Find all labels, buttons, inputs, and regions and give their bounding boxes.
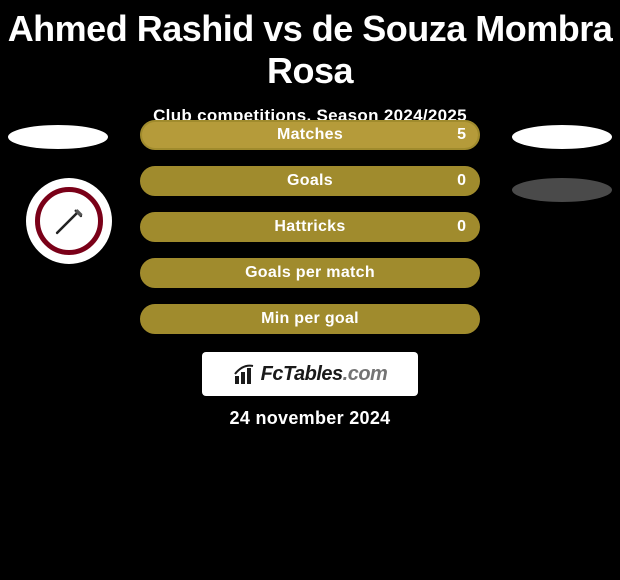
page-title: Ahmed Rashid vs de Souza Mombra Rosa	[0, 0, 620, 92]
stat-row: Min per goal	[140, 304, 480, 334]
stat-value-right: 5	[457, 126, 466, 144]
player-left-placeholder-icon	[8, 125, 108, 149]
stat-bar: Goals 0	[140, 166, 480, 196]
stat-label: Goals per match	[245, 264, 375, 282]
stat-row: Goals 0	[140, 166, 480, 196]
stat-label: Hattricks	[274, 218, 345, 236]
club-badge-left	[26, 178, 112, 264]
stats-bars: Matches 5 Goals 0 Hattricks 0 Goals per match M…	[140, 120, 480, 334]
fctables-logo: FcTables.com	[202, 352, 418, 396]
logo-text: FcTables.com	[261, 363, 388, 386]
stat-bar: Min per goal	[140, 304, 480, 334]
stat-label: Matches	[277, 126, 343, 144]
stat-bar: Matches 5	[140, 120, 480, 150]
snapshot-date: 24 november 2024	[230, 408, 391, 429]
stat-row: Goals per match	[140, 258, 480, 288]
stat-value-right: 0	[457, 218, 466, 236]
stat-row: Matches 5	[140, 120, 480, 150]
stat-value-right: 0	[457, 172, 466, 190]
club-badge-inner-icon	[35, 187, 103, 255]
stat-bar: Goals per match	[140, 258, 480, 288]
logo-strong: FcTables	[261, 363, 343, 385]
logo-light: .com	[343, 363, 388, 385]
stat-label: Min per goal	[261, 310, 359, 328]
stat-label: Goals	[287, 172, 333, 190]
player-right-placeholder-icon	[512, 125, 612, 149]
club-badge-right-placeholder-icon	[512, 178, 612, 202]
chart-bars-icon	[233, 362, 257, 386]
stat-bar: Hattricks 0	[140, 212, 480, 242]
stat-row: Hattricks 0	[140, 212, 480, 242]
